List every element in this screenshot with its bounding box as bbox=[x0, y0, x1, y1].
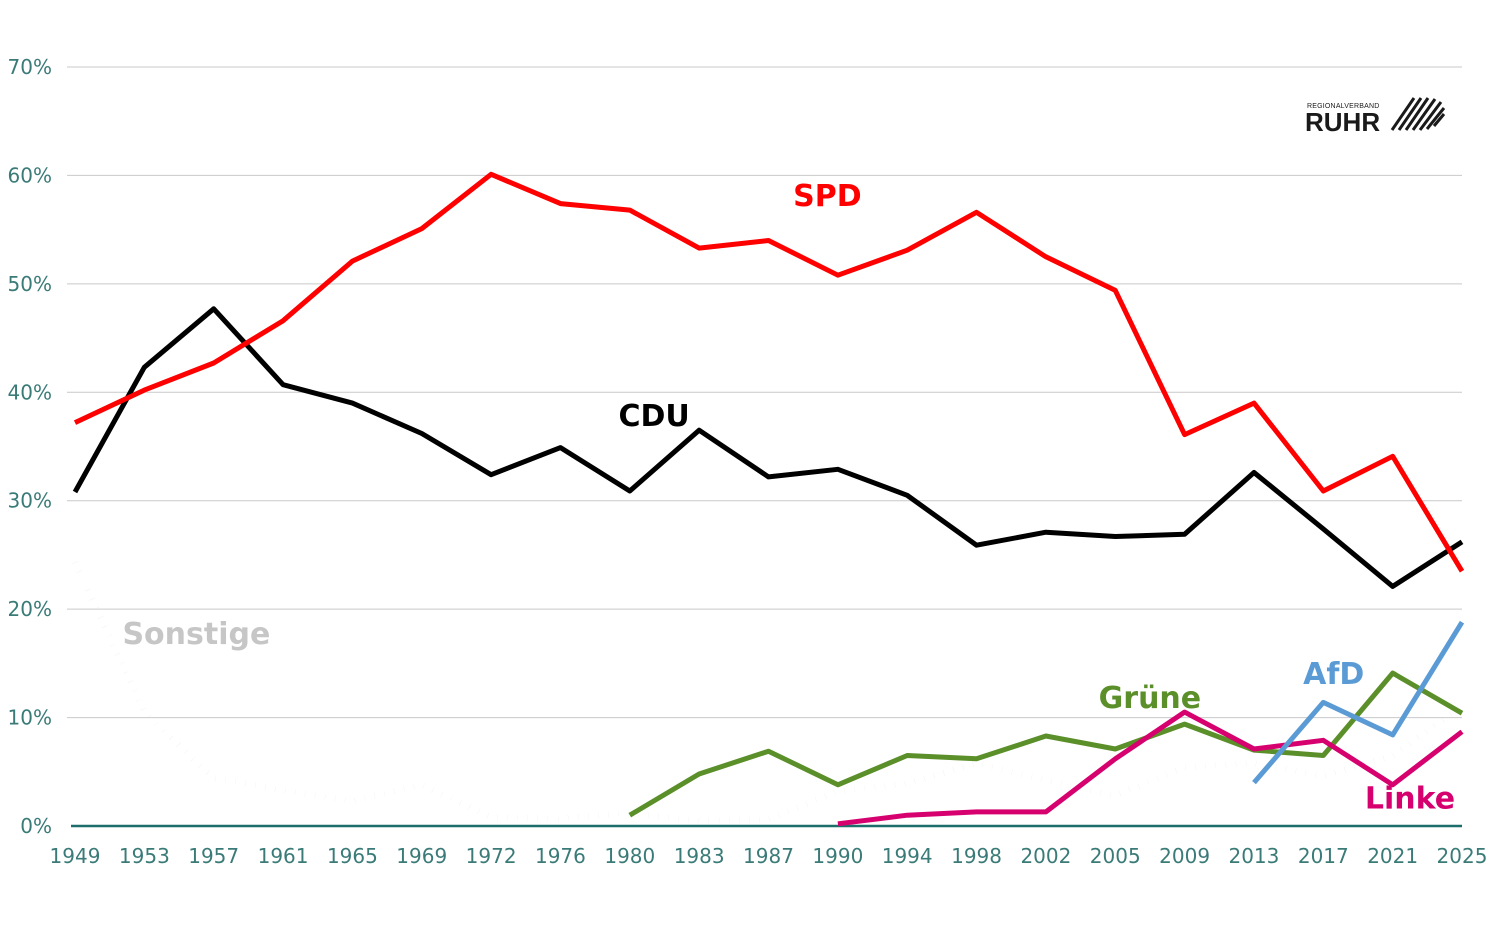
x-tick-label: 1969 bbox=[396, 844, 447, 868]
x-tick-label: 1957 bbox=[188, 844, 239, 868]
x-tick-label: 1965 bbox=[327, 844, 378, 868]
logo-stripes-icon bbox=[1390, 97, 1446, 131]
y-axis-tick-labels: 0% 10% 20% 30% 40% 50% 60% 70% bbox=[8, 55, 52, 838]
x-tick-label: 1987 bbox=[743, 844, 794, 868]
series-label-sonstige: Sonstige bbox=[122, 617, 270, 652]
x-axis-tick-labels: 1949 1953 1957 1961 1965 1969 1972 1976 1980 1983… bbox=[50, 844, 1488, 868]
x-tick-label: 1976 bbox=[535, 844, 586, 868]
x-tick-label: 1998 bbox=[951, 844, 1002, 868]
x-tick-label: 2021 bbox=[1367, 844, 1418, 868]
series-label-spd: SPD bbox=[793, 179, 862, 214]
regionalverband-ruhr-logo: REGIONALVERBAND RUHR bbox=[1305, 97, 1446, 137]
series-label-linke: Linke bbox=[1365, 782, 1455, 817]
x-tick-label: 2009 bbox=[1159, 844, 1210, 868]
y-tick-label: 40% bbox=[8, 380, 52, 404]
y-tick-label: 70% bbox=[8, 55, 52, 79]
series-line-gruene bbox=[628, 670, 1464, 818]
series-label-afd: AfD bbox=[1303, 657, 1364, 692]
y-tick-label: 20% bbox=[8, 597, 52, 621]
y-tick-label: 10% bbox=[8, 706, 52, 730]
x-tick-label: 2017 bbox=[1298, 844, 1349, 868]
gridlines bbox=[67, 66, 1462, 828]
x-tick-label: 1980 bbox=[604, 844, 655, 868]
y-tick-label: 30% bbox=[8, 489, 52, 513]
x-tick-label: 1972 bbox=[466, 844, 517, 868]
x-tick-label: 2013 bbox=[1228, 844, 1279, 868]
x-tick-label: 2025 bbox=[1437, 844, 1488, 868]
x-tick-label: 1990 bbox=[812, 844, 863, 868]
x-tick-label: 1953 bbox=[119, 844, 170, 868]
x-tick-label: 1983 bbox=[674, 844, 725, 868]
x-tick-label: 1961 bbox=[258, 844, 309, 868]
x-tick-label: 1949 bbox=[50, 844, 101, 868]
series-line-spd bbox=[73, 171, 1465, 573]
series-label-gruene: Grüne bbox=[1099, 681, 1201, 716]
y-tick-label: 0% bbox=[20, 814, 52, 838]
series-lines bbox=[72, 171, 1465, 827]
series-label-cdu: CDU bbox=[618, 399, 689, 434]
series-line-linke bbox=[837, 709, 1464, 827]
logo-small-text: REGIONALVERBAND bbox=[1307, 103, 1380, 110]
series-line-afd bbox=[1252, 620, 1465, 785]
x-tick-label: 2002 bbox=[1020, 844, 1071, 868]
series-labels: SPD CDU Sonstige Grüne Linke AfD bbox=[122, 179, 1455, 817]
y-tick-label: 60% bbox=[8, 163, 52, 187]
x-tick-label: 2005 bbox=[1090, 844, 1141, 868]
logo-big-text: RUHR bbox=[1305, 107, 1380, 137]
x-tick-label: 1994 bbox=[882, 844, 933, 868]
series-line-cdu bbox=[72, 306, 1464, 589]
y-tick-label: 50% bbox=[8, 272, 52, 296]
